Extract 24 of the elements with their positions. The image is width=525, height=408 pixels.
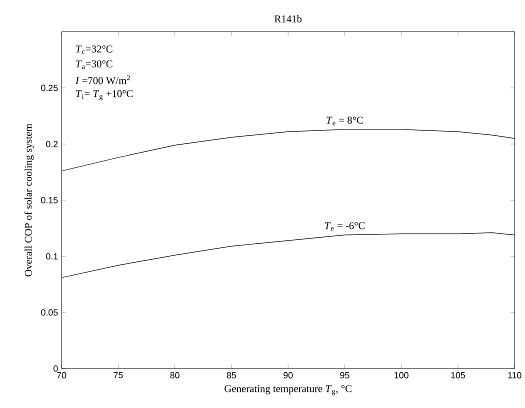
x-axis-title: Generating temperature T$_{g}$, °C xyxy=(224,385,352,396)
y-tick-label: 0.1 xyxy=(46,253,58,260)
y-tick-label: 0.25 xyxy=(41,84,58,91)
annotation: T$_{c}$=32°C xyxy=(76,45,112,54)
x-tick-label: 85 xyxy=(226,372,236,378)
x-tick-label: 70 xyxy=(57,372,66,378)
annotation: T$_{a}$=30°C xyxy=(76,60,112,69)
y-tick-label: 0 xyxy=(53,365,58,372)
y-tick-label: 0.2 xyxy=(46,140,58,148)
annotation: I =700 W/m$^{2}$ xyxy=(75,75,130,84)
x-tick-label: 95 xyxy=(340,372,350,378)
y-tick-label: 0.15 xyxy=(41,196,58,204)
chart-title: R141b xyxy=(274,14,302,22)
x-tick-label: 100 xyxy=(394,372,408,378)
x-tick-label: 80 xyxy=(170,372,180,378)
annotation: T$_{i}$= T$_{g}$ +10°C xyxy=(76,90,133,100)
annotation: T$_{e}$ = 8°C xyxy=(326,116,363,126)
y-axis-title: Overall COP of solar cooling system xyxy=(24,124,34,276)
annotation: T$_{e}$ = -6°C xyxy=(324,222,365,231)
x-tick-label: 110 xyxy=(508,372,522,378)
x-tick-label: 105 xyxy=(451,372,466,378)
x-tick-label: 75 xyxy=(114,372,123,378)
x-tick-label: 90 xyxy=(284,372,293,378)
y-tick-label: 0.05 xyxy=(41,309,58,316)
